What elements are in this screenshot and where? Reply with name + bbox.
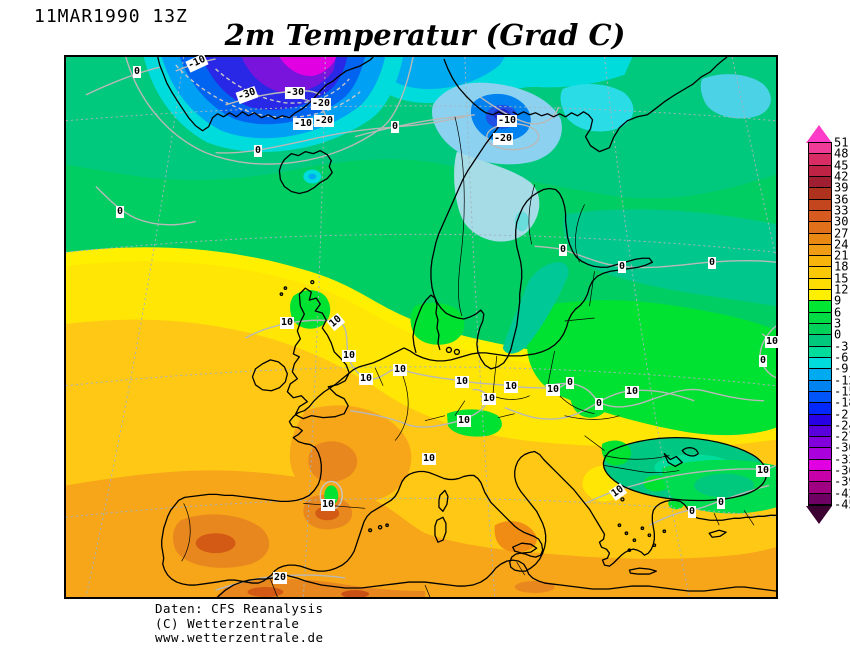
colorbar-tick-label: -36	[834, 463, 850, 478]
colorbar-tick-label: 36	[834, 191, 849, 206]
colorbar-tick-label: 39	[834, 180, 849, 195]
colorbar-tick-label: -42	[834, 485, 850, 500]
colorbar-tick-label: -6	[834, 350, 849, 365]
attribution-line-copyright: (C) Wetterzentrale	[155, 615, 300, 631]
colorbar-cell	[809, 437, 831, 449]
map-frame	[64, 55, 778, 599]
colorbar-cell	[809, 391, 831, 404]
colorbar-tick-label: -12	[834, 372, 850, 387]
colorbar-tick-label: -15	[834, 384, 850, 399]
colorbar-tick-label: 33	[834, 203, 849, 218]
colorbar-cell	[809, 324, 831, 336]
graticule	[66, 57, 776, 597]
colorbar-tick-label: -18	[834, 395, 850, 410]
colorbar-tick-label: 27	[834, 225, 849, 240]
colorbar-cell	[809, 256, 831, 268]
colorbar-tick-label: 6	[834, 304, 842, 319]
colorbar-cell	[809, 471, 831, 483]
colorbar-cell	[809, 448, 831, 460]
colorbar-cell	[809, 290, 831, 302]
colorbar-tick-label: 3	[834, 316, 842, 331]
attribution-line-source: Daten: CFS Reanalysis	[155, 601, 324, 616]
colorbar-cell	[809, 380, 831, 392]
colorbar-cell	[809, 482, 831, 494]
colorbar-tick-label: -39	[834, 474, 850, 489]
colorbar-cell	[809, 335, 831, 347]
colorbar-tick-label: 24	[834, 237, 849, 252]
colorbar-tick-label: -3	[834, 338, 849, 353]
colorbar-cell	[809, 425, 831, 438]
colorbar-cell	[809, 188, 831, 200]
attribution-line-url: www.wetterzentrale.de	[155, 630, 324, 645]
colorbar-cell	[809, 154, 831, 166]
colorbar-cell	[809, 369, 831, 381]
colorbar-tick-label: -27	[834, 429, 850, 444]
colorbar-cell	[809, 267, 831, 279]
colorbar-tick-label: -9	[834, 361, 849, 376]
colorbar-cell	[809, 278, 831, 291]
colorbar-tick-label: 51	[834, 135, 849, 150]
colorbar-tick-label: 45	[834, 157, 849, 172]
europe-temperature-map	[66, 57, 776, 597]
colorbar-arrow-top-icon	[806, 125, 832, 143]
colorbar-cell	[809, 143, 831, 155]
colorbar-cell	[809, 233, 831, 245]
colorbar-tick-label: -30	[834, 440, 850, 455]
colorbar-cell	[809, 357, 831, 370]
colorbar-tick-label: 30	[834, 214, 849, 229]
colorbar-tick-label: -24	[834, 418, 850, 433]
colorbar-cell	[809, 301, 831, 313]
attribution: Daten: CFS Reanalysis (C) Wetterzentrale…	[155, 601, 324, 646]
colorbar-tick-label: 48	[834, 146, 849, 161]
colorbar-cell	[809, 222, 831, 234]
colorbar-tick-label: 15	[834, 271, 849, 286]
colorbar-tick-label: -21	[834, 406, 850, 421]
colorbar-scale	[808, 142, 832, 506]
colorbar-tick-label: -45	[834, 497, 850, 512]
colorbar-cell	[809, 312, 831, 324]
colorbar-cell	[809, 414, 831, 426]
colorbar-cell	[809, 459, 831, 472]
colorbar-cell	[809, 210, 831, 223]
colorbar-cell	[809, 176, 831, 189]
map-title: 2m Temperatur (Grad C)	[224, 18, 626, 52]
colorbar-cell	[809, 493, 831, 505]
colorbar-cell	[809, 199, 831, 211]
colorbar-tick-label: 18	[834, 259, 849, 274]
colorbar-arrow-bottom-icon	[806, 506, 832, 524]
colorbar-tick-label: 42	[834, 169, 849, 184]
colorbar-tick-label: 0	[834, 327, 842, 342]
colorbar-tick-label: -33	[834, 452, 850, 467]
colorbar-tick-label: 21	[834, 248, 849, 263]
colorbar-cell	[809, 244, 831, 257]
colorbar-cell	[809, 403, 831, 415]
colorbar-tick-label: 9	[834, 293, 842, 308]
colorbar-tick-label: 12	[834, 282, 849, 297]
colorbar-cell	[809, 165, 831, 177]
colorbar-cell	[809, 346, 831, 358]
run-datetime: 11MAR1990 13Z	[34, 6, 188, 27]
coastlines	[157, 57, 776, 597]
